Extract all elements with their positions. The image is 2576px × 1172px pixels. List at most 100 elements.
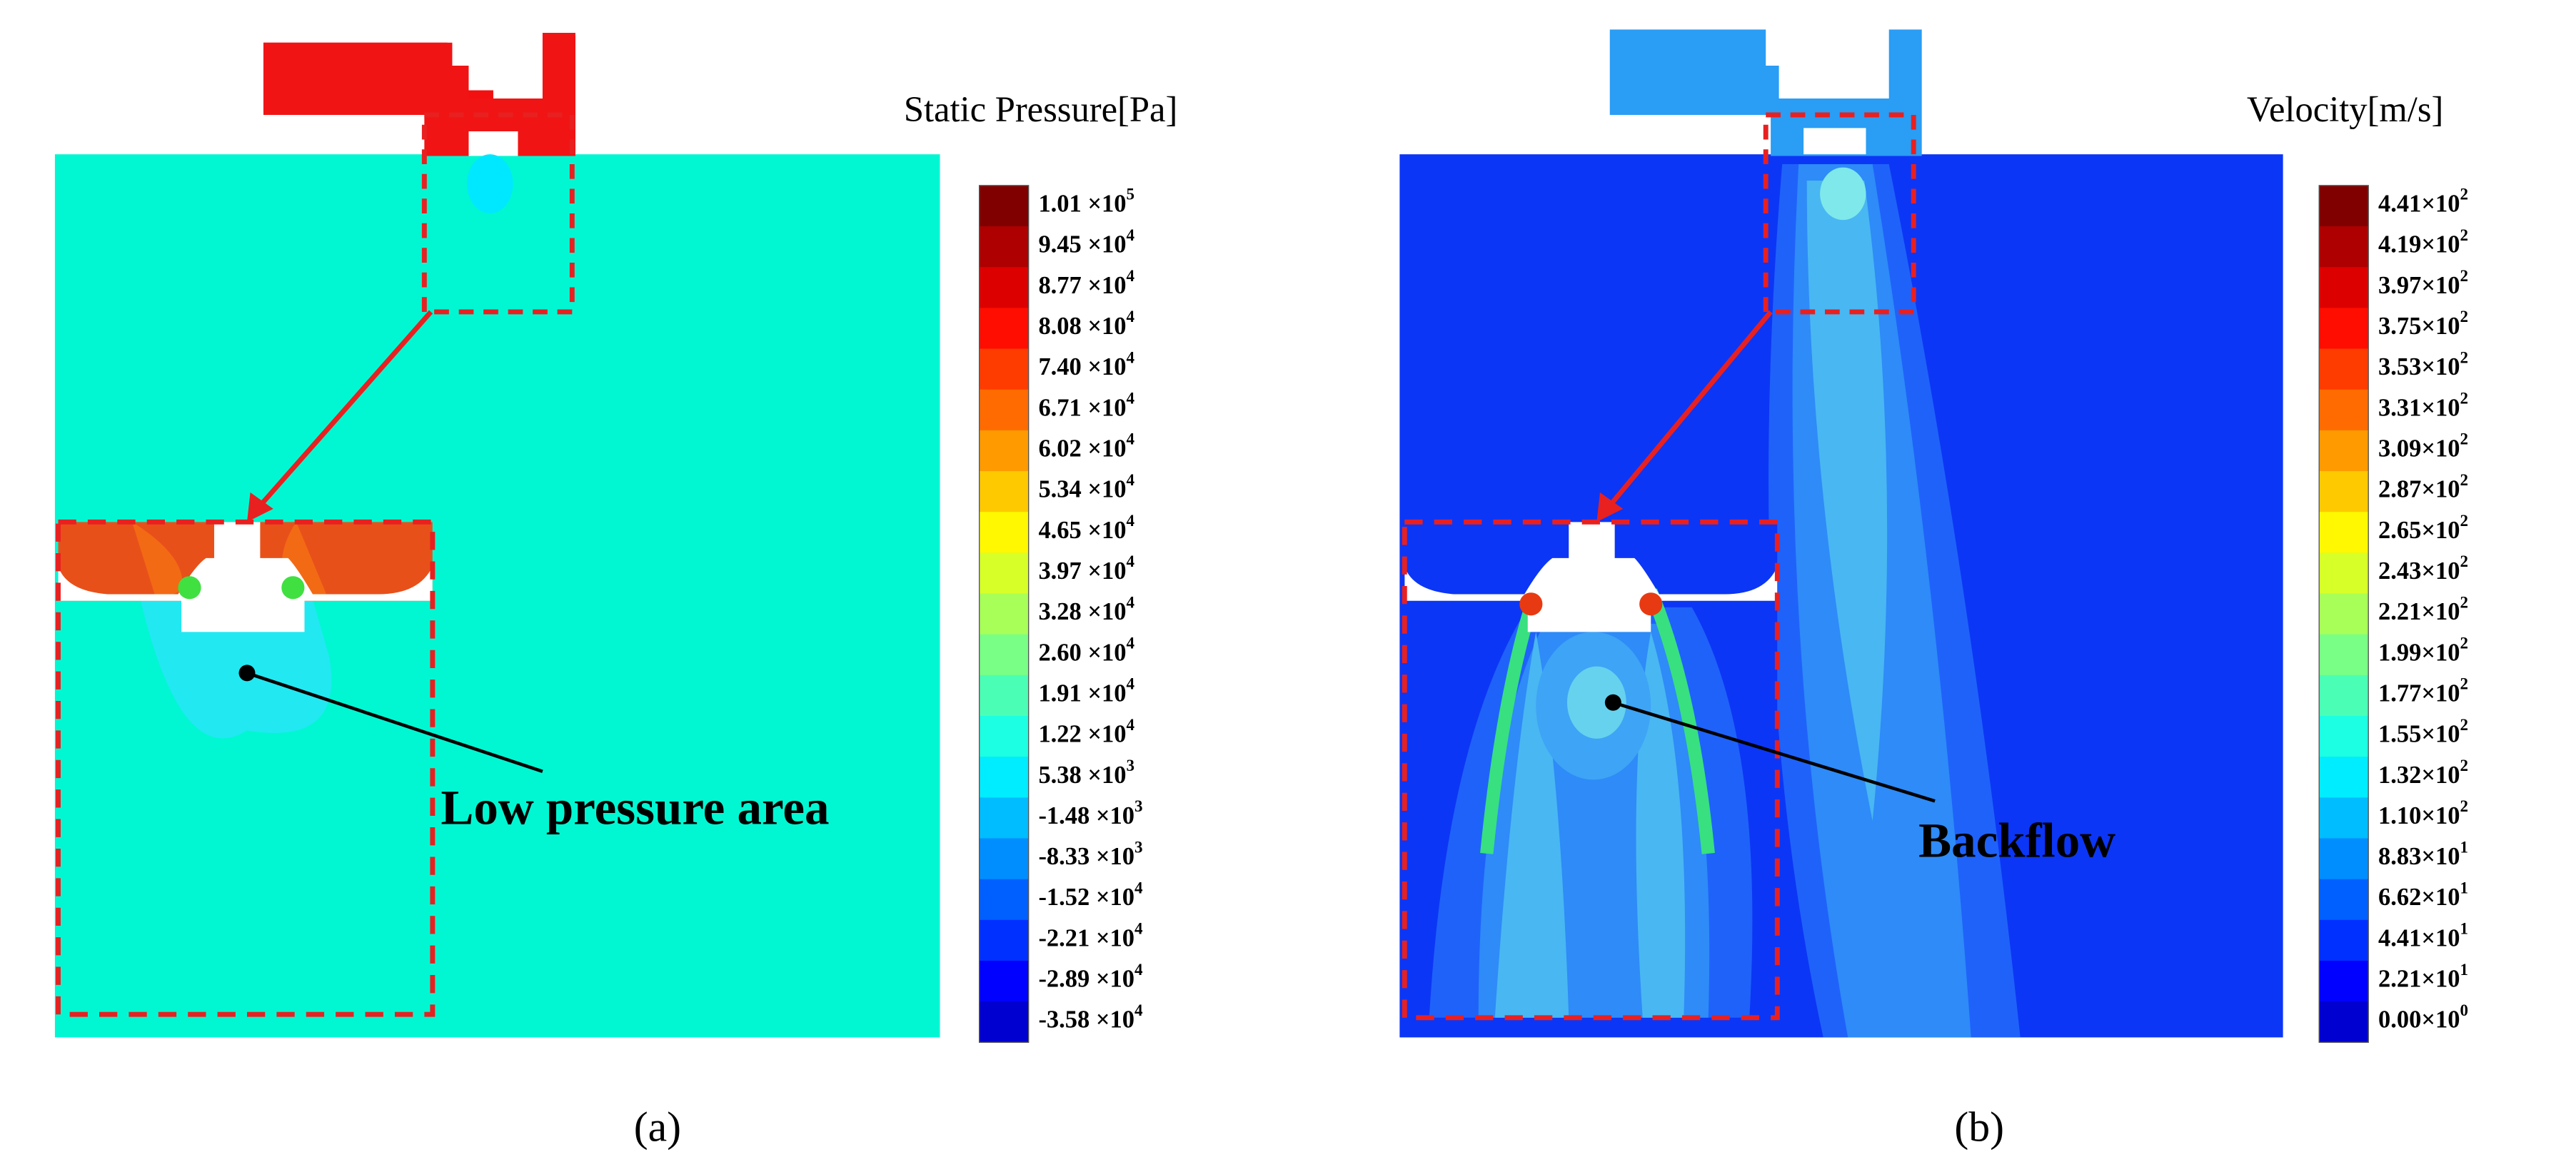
label-exp: 4 (1127, 594, 1135, 612)
label-base: 5.38 ×10 (1038, 762, 1126, 789)
color-band (2319, 757, 2369, 799)
color-band (979, 675, 1029, 717)
label-base: 8.83×10 (2378, 843, 2460, 870)
arrow (1608, 310, 1773, 507)
label-exp: 2 (2460, 675, 2468, 693)
label-exp: 4 (1134, 961, 1143, 979)
label-base: 1.77×10 (2378, 680, 2460, 707)
label-exp: 2 (2460, 390, 2468, 408)
colorbar-label: 2.87×102 (2378, 471, 2468, 502)
label-base: 1.10×10 (2378, 802, 2460, 829)
label-base: -8.33 ×10 (1038, 843, 1134, 870)
label-base: 1.22 ×10 (1038, 721, 1126, 748)
label-exp: 2 (2460, 186, 2468, 203)
colorbar-label: 4.41×102 (2378, 186, 2468, 217)
label-exp: 1 (2460, 961, 2468, 979)
label-base: 5.34 ×10 (1038, 476, 1126, 503)
label-exp: 4 (1127, 716, 1135, 734)
label-base: 1.55×10 (2378, 721, 2460, 748)
colorbar-label: 1.10×102 (2378, 797, 2468, 829)
color-band (2319, 348, 2369, 390)
label-exp: 2 (2460, 797, 2468, 815)
color-band (2319, 634, 2369, 676)
arrow (258, 310, 433, 507)
color-band (2319, 267, 2369, 309)
color-band (2319, 389, 2369, 431)
colorbar-label: 2.21×101 (2378, 961, 2468, 992)
label-exp: 3 (1127, 757, 1135, 774)
colorbar: 4.41×1024.19×1023.97×1023.75×1023.53×102… (2318, 185, 2468, 1044)
label-exp: 4 (1127, 390, 1135, 408)
label-exp: 4 (1127, 430, 1135, 448)
color-band (2319, 226, 2369, 268)
leader-line (246, 671, 543, 774)
color-band (979, 389, 1029, 431)
colorbar-label: -1.48 ×103 (1038, 797, 1142, 829)
colorbar-label: -2.89 ×104 (1038, 961, 1143, 992)
color-band (979, 185, 1029, 227)
label-base: 3.53×10 (2378, 353, 2460, 380)
label-exp: 2 (2460, 471, 2468, 489)
label-base: -2.89 ×10 (1038, 965, 1134, 992)
color-band (2319, 797, 2369, 839)
label-base: 2.65×10 (2378, 517, 2460, 544)
label-exp: 2 (2460, 349, 2468, 367)
colorbar-label: 1.91 ×104 (1038, 675, 1134, 707)
label-exp: 1 (2460, 920, 2468, 938)
label-base: 4.41×10 (2378, 190, 2460, 217)
colorbar-label: 3.97×102 (2378, 267, 2468, 298)
color-band (2319, 430, 2369, 472)
nozzle-body (263, 32, 575, 156)
label-exp: 0 (2460, 1001, 2468, 1019)
color-band (979, 716, 1029, 757)
zoom-box (56, 519, 436, 1017)
label-base: 2.60 ×10 (1038, 639, 1126, 666)
label-base: 3.31×10 (2378, 394, 2460, 421)
focus-box (421, 112, 575, 315)
focus-box (1763, 112, 1916, 315)
colorbar-label: 2.60 ×104 (1038, 635, 1134, 666)
color-band (979, 308, 1029, 350)
colorbar-label: 4.65 ×104 (1038, 512, 1134, 543)
label-base: -1.48 ×10 (1038, 802, 1134, 829)
arrowhead (246, 492, 273, 522)
label-exp: 4 (1127, 226, 1135, 244)
color-band (2319, 879, 2369, 921)
label-base: 3.28 ×10 (1038, 598, 1126, 625)
label-exp: 4 (1127, 552, 1135, 570)
label-base: 3.97×10 (2378, 272, 2460, 299)
color-band (979, 430, 1029, 472)
label-base: 0.00×10 (2378, 1006, 2460, 1034)
color-band (2319, 471, 2369, 512)
color-band (2319, 1001, 2369, 1044)
label-exp: 4 (1127, 635, 1135, 652)
colorbar-label: -8.33 ×103 (1038, 839, 1142, 870)
label-base: 1.01 ×10 (1038, 190, 1126, 217)
colorbar-label: 2.21×102 (2378, 594, 2468, 625)
label-base: 1.91 ×10 (1038, 680, 1126, 707)
label-base: 6.71 ×10 (1038, 394, 1126, 421)
label-base: 9.45 ×10 (1038, 231, 1126, 258)
color-band (2319, 552, 2369, 595)
color-band (979, 1001, 1029, 1044)
label-base: 4.19×10 (2378, 231, 2460, 258)
label-exp: 4 (1127, 512, 1135, 530)
label-base: 2.21×10 (2378, 965, 2460, 992)
label-exp: 4 (1134, 1001, 1143, 1019)
label-exp: 4 (1127, 349, 1135, 367)
label-exp: 2 (2460, 308, 2468, 325)
annotation: Backflow (1918, 813, 2115, 867)
label-exp: 3 (1134, 797, 1143, 815)
panel-label: (a) (634, 1103, 681, 1150)
colorbar-label: 3.09×102 (2378, 430, 2468, 462)
nozzle (1609, 29, 1922, 156)
colorbar-label: 1.22 ×104 (1038, 716, 1134, 747)
color-band (2319, 308, 2369, 350)
label-base: -1.52 ×10 (1038, 884, 1134, 911)
zoom-box (1402, 519, 1780, 1021)
colorbar-label: 6.02 ×104 (1038, 430, 1134, 462)
legend-title: Static Pressure[Pa] (904, 89, 1177, 129)
label-exp: 3 (1134, 839, 1143, 857)
